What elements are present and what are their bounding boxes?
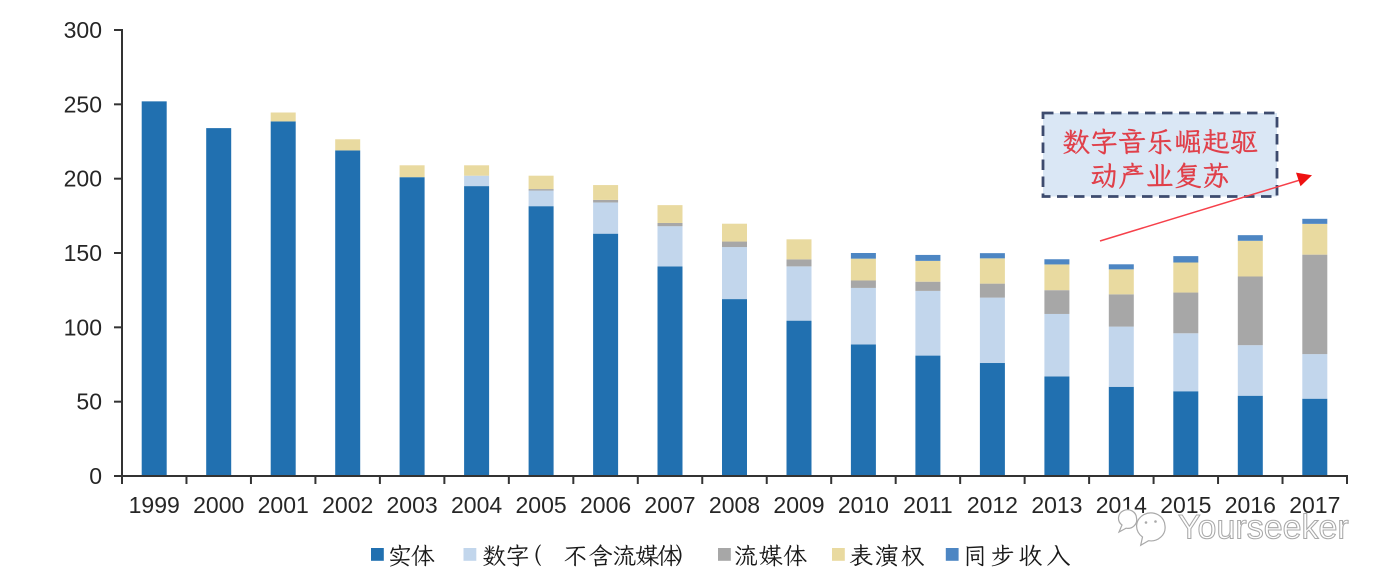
svg-text:2013: 2013 (1031, 492, 1082, 518)
svg-text:50: 50 (76, 389, 102, 415)
svg-text:2016: 2016 (1225, 492, 1276, 518)
svg-text:2001: 2001 (258, 492, 309, 518)
svg-text:2009: 2009 (773, 492, 824, 518)
svg-text:100: 100 (64, 314, 102, 340)
svg-text:200: 200 (64, 166, 102, 192)
svg-text:300: 300 (64, 17, 102, 43)
svg-text:2000: 2000 (193, 492, 244, 518)
svg-text:2007: 2007 (644, 492, 695, 518)
svg-text:2002: 2002 (322, 492, 373, 518)
svg-text:2017: 2017 (1289, 492, 1340, 518)
svg-text:2005: 2005 (516, 492, 567, 518)
svg-text:Yourseeker: Yourseeker (1178, 509, 1349, 547)
svg-text:2004: 2004 (451, 492, 502, 518)
svg-text:2012: 2012 (967, 492, 1018, 518)
svg-text:2008: 2008 (709, 492, 760, 518)
svg-text:150: 150 (64, 240, 102, 266)
svg-text:2006: 2006 (580, 492, 631, 518)
svg-text:2010: 2010 (838, 492, 889, 518)
svg-text:2003: 2003 (387, 492, 438, 518)
svg-text:2011: 2011 (903, 492, 952, 518)
svg-text:1999: 1999 (129, 492, 180, 518)
svg-text:0: 0 (89, 463, 102, 489)
svg-text:250: 250 (64, 91, 102, 117)
svg-text:2015: 2015 (1160, 492, 1211, 518)
